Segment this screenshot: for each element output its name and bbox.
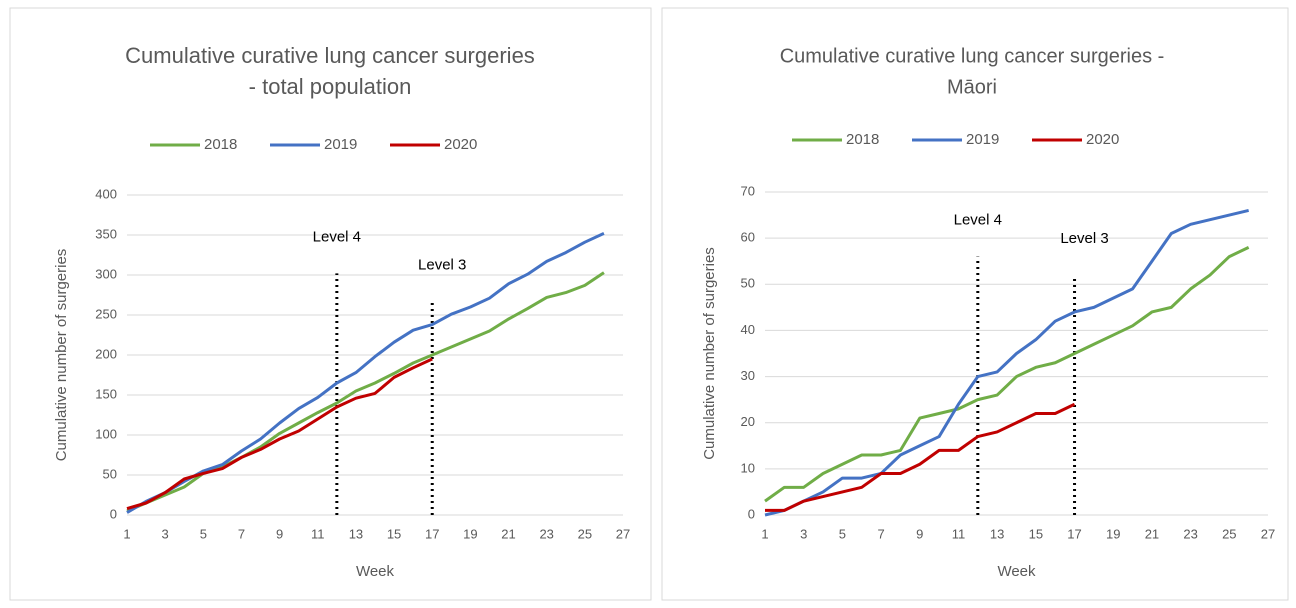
- y-tick-label: 30: [741, 368, 755, 383]
- series-line: [764, 208, 1249, 517]
- x-tick-label: 25: [1222, 526, 1236, 541]
- legend-label: 2020: [444, 136, 477, 153]
- y-tick-label: 350: [95, 226, 117, 241]
- x-tick-label: 11: [311, 526, 325, 541]
- x-tick-label: 15: [1029, 526, 1043, 541]
- chart-title: - total population: [249, 74, 412, 99]
- y-tick-label: 10: [741, 460, 755, 475]
- y-tick-label: 70: [741, 183, 755, 198]
- x-tick-label: 3: [800, 526, 807, 541]
- legend-label: 2019: [324, 136, 357, 153]
- x-tick-label: 7: [238, 526, 245, 541]
- legend-label: 2018: [204, 136, 237, 153]
- series-line: [765, 402, 1076, 512]
- x-tick-label: 9: [916, 526, 923, 541]
- x-tick-label: 19: [1106, 526, 1120, 541]
- x-tick-label: 1: [761, 526, 768, 541]
- y-tick-label: 150: [95, 386, 117, 401]
- x-tick-label: 25: [578, 526, 592, 541]
- series-line: [764, 246, 1250, 503]
- chart-title: Māori: [947, 76, 997, 98]
- panel: [9, 7, 652, 601]
- x-tick-label: 27: [616, 526, 630, 541]
- series-line: [126, 357, 433, 511]
- x-tick-label: 7: [877, 526, 884, 541]
- x-tick-label: 9: [276, 526, 283, 541]
- x-tick-label: 21: [1145, 526, 1159, 541]
- y-axis-label: Cumulative number of surgeries: [701, 247, 718, 460]
- y-tick-label: 0: [110, 506, 117, 521]
- x-tick-label: 19: [463, 526, 477, 541]
- x-tick-label: 15: [387, 526, 401, 541]
- x-tick-label: 3: [162, 526, 169, 541]
- y-tick-label: 60: [741, 230, 755, 245]
- legend-label: 2018: [846, 131, 879, 148]
- chart-title: Cumulative curative lung cancer surgerie…: [125, 43, 535, 68]
- x-tick-label: 17: [1067, 526, 1081, 541]
- x-tick-label: 5: [839, 526, 846, 541]
- annotation: Level 3: [418, 256, 466, 273]
- y-tick-label: 50: [103, 466, 117, 481]
- x-axis-label: Week: [997, 563, 1036, 580]
- y-tick-label: 50: [741, 276, 755, 291]
- x-tick-label: 11: [952, 526, 966, 541]
- y-tick-label: 0: [748, 506, 755, 521]
- x-tick-label: 1: [123, 526, 130, 541]
- legend-label: 2019: [966, 131, 999, 148]
- y-tick-label: 400: [95, 186, 117, 201]
- x-tick-label: 27: [1261, 526, 1275, 541]
- annotation: Level 3: [1060, 230, 1108, 247]
- x-tick-label: 13: [349, 526, 363, 541]
- x-tick-label: 23: [539, 526, 553, 541]
- series-line: [126, 232, 605, 514]
- x-tick-label: 17: [425, 526, 439, 541]
- chart-title: Cumulative curative lung cancer surgerie…: [780, 45, 1165, 67]
- legend-label: 2020: [1086, 131, 1119, 148]
- x-axis-label: Week: [356, 563, 395, 580]
- y-axis-label: Cumulative number of surgeries: [53, 249, 70, 462]
- y-tick-label: 300: [95, 266, 117, 281]
- x-tick-label: 13: [990, 526, 1004, 541]
- y-tick-label: 20: [741, 414, 755, 429]
- x-tick-label: 21: [501, 526, 515, 541]
- annotation: Level 4: [313, 228, 361, 245]
- y-tick-label: 40: [741, 322, 755, 337]
- x-tick-label: 5: [200, 526, 207, 541]
- y-tick-label: 100: [95, 426, 117, 441]
- x-tick-label: 23: [1183, 526, 1197, 541]
- y-tick-label: 200: [95, 346, 117, 361]
- y-tick-label: 250: [95, 306, 117, 321]
- annotation: Level 4: [954, 212, 1002, 229]
